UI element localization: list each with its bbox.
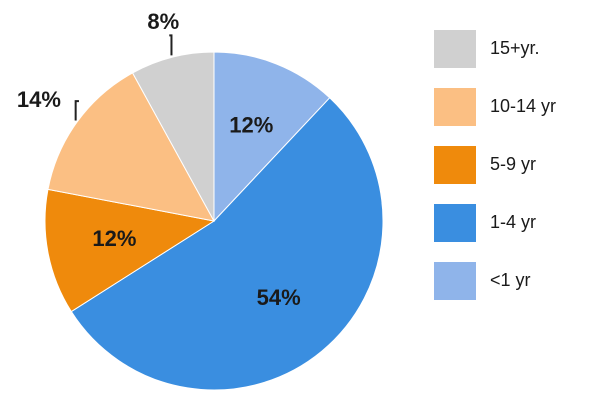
legend-label: 1-4 yr: [490, 212, 536, 232]
legend-label: 15+yr.: [490, 38, 540, 58]
legend-swatch: [434, 88, 476, 126]
legend-label: <1 yr: [490, 270, 531, 290]
slice-label: 54%: [257, 285, 301, 310]
pie-slice: [70, 97, 384, 391]
slice-label: 8%: [147, 9, 179, 34]
pie-slice: [44, 188, 216, 313]
pie-slice: [213, 51, 331, 223]
slice-label: 12%: [229, 113, 273, 138]
legend-label: 5-9 yr: [490, 154, 536, 174]
pie-slice: [47, 72, 215, 222]
slice-label: 12%: [92, 226, 136, 251]
legend-swatch: [434, 204, 476, 242]
legend-swatch: [434, 30, 476, 68]
leader-line: [169, 34, 173, 56]
legend-label: 10-14 yr: [490, 96, 556, 116]
leader-line: [74, 100, 79, 121]
legend-swatch: [434, 262, 476, 300]
legend-swatch: [434, 146, 476, 184]
pie-slice: [131, 51, 215, 222]
slice-label: 14%: [17, 87, 61, 112]
